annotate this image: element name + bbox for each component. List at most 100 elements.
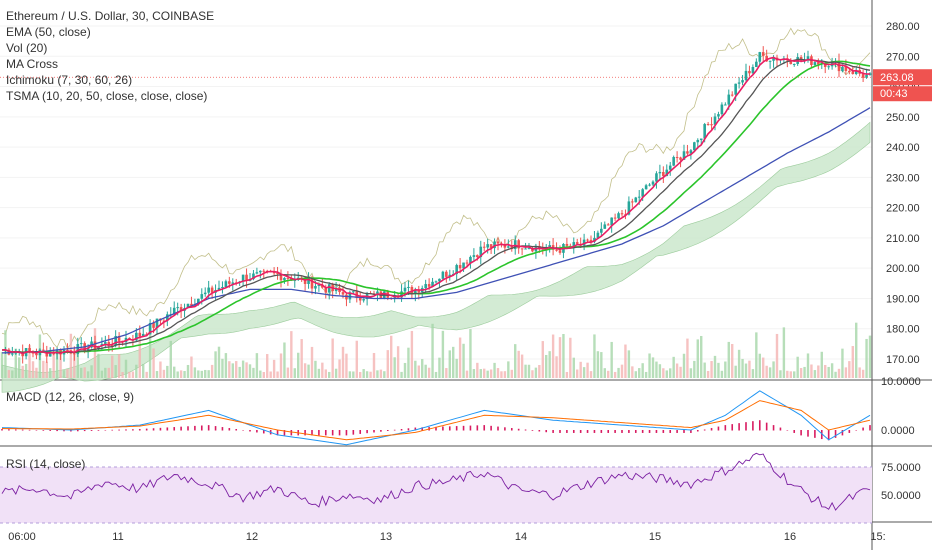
- macd-pane: [1, 390, 871, 446]
- volume-bar: [269, 371, 272, 378]
- macd-histogram-bar: [83, 430, 86, 432]
- volume-bar: [286, 367, 290, 378]
- macd-histogram-bar: [779, 427, 782, 431]
- volume-bar: [810, 364, 813, 378]
- candle-body: [617, 213, 620, 219]
- volume-bar: [228, 361, 231, 378]
- indicator-ema-label[interactable]: EMA (50, close): [6, 25, 91, 39]
- macd-label[interactable]: MACD (12, 26, close, 9): [6, 390, 135, 404]
- volume-bar: [458, 337, 462, 378]
- volume-bar: [62, 370, 66, 378]
- volume-bar: [865, 338, 868, 378]
- volume-bar: [300, 339, 303, 378]
- volume-bar: [648, 353, 651, 378]
- candle-body: [848, 70, 851, 72]
- candle-body: [93, 341, 97, 349]
- volume-bar: [231, 363, 234, 378]
- volume-bar: [390, 335, 393, 378]
- price-tick-label: 190.00: [886, 293, 920, 305]
- candle-body: [79, 343, 83, 345]
- macd-histogram-bar: [125, 429, 127, 431]
- macd-histogram-bar: [593, 430, 596, 433]
- candle-body: [190, 303, 193, 306]
- volume-bar: [186, 364, 190, 378]
- time-tick-label: 14: [515, 531, 527, 543]
- volume-bar: [603, 368, 606, 378]
- candle-body: [341, 292, 345, 295]
- volume-bar: [334, 368, 338, 378]
- candle-body: [104, 342, 107, 344]
- indicator-ichimoku-label[interactable]: Ichimoku (7, 30, 60, 26): [6, 73, 133, 87]
- volume-bar: [638, 368, 641, 378]
- macd-histogram-bar: [63, 430, 65, 432]
- volume-bar: [765, 365, 768, 378]
- volume-bar: [830, 363, 834, 378]
- price-tick-label: 270.00: [886, 51, 920, 63]
- volume-bar: [841, 348, 844, 378]
- candle-body: [682, 151, 686, 160]
- indicator-tsma-label[interactable]: TSMA (10, 20, 50, close, close, close): [6, 89, 208, 103]
- macd-histogram-bar: [442, 426, 444, 431]
- macd-histogram-bar: [111, 429, 114, 431]
- rsi-line: [1, 452, 871, 511]
- volume-bar: [52, 354, 55, 378]
- macd-histogram-bar: [173, 427, 176, 431]
- volume-bar: [641, 363, 644, 378]
- volume-bar: [255, 353, 259, 378]
- volume-bar: [372, 352, 376, 378]
- volume-bar: [76, 351, 79, 378]
- candle-body: [586, 239, 589, 241]
- macd-histogram-bar: [703, 429, 706, 431]
- candle-body: [555, 249, 558, 251]
- candle-body: [765, 55, 768, 62]
- volume-bar: [462, 343, 465, 378]
- candle-body: [717, 114, 720, 117]
- candle-body: [376, 291, 379, 294]
- macd-histogram-bar: [400, 429, 403, 431]
- macd-histogram-bar: [462, 425, 465, 431]
- volume-bar: [303, 363, 307, 378]
- volume-bar: [276, 371, 279, 378]
- macd-histogram-bar: [242, 430, 244, 431]
- volume-bar: [472, 369, 476, 378]
- macd-histogram-bar: [345, 430, 348, 436]
- candle-body: [686, 151, 689, 154]
- indicator-macross-label[interactable]: MA Cross: [6, 57, 59, 71]
- candle-body: [596, 232, 600, 238]
- macd-tick-label: 0.0000: [881, 425, 915, 437]
- macd-histogram-bar: [214, 426, 217, 431]
- candle-body: [713, 116, 717, 125]
- candle-body: [262, 270, 266, 272]
- volume-bar: [24, 363, 28, 378]
- candle-body: [458, 265, 462, 269]
- candle-body: [431, 281, 434, 287]
- candle-body: [28, 348, 31, 352]
- macd-histogram-bar: [49, 430, 52, 431]
- macd-histogram-bar: [834, 430, 837, 438]
- volume-bar: [224, 353, 228, 378]
- candle-body: [572, 242, 576, 248]
- volume-bar: [4, 330, 7, 378]
- candle-body: [675, 157, 679, 159]
- candle-body: [324, 287, 328, 293]
- volume-bar: [724, 361, 727, 378]
- volume-bar: [483, 368, 486, 378]
- rsi-label[interactable]: RSI (14, close): [6, 457, 86, 471]
- macd-histogram-bar: [262, 430, 265, 434]
- candle-body: [527, 247, 531, 249]
- volume-bar: [210, 364, 214, 378]
- macd-histogram-bar: [393, 429, 396, 431]
- volume-bar: [861, 369, 865, 378]
- volume-bar: [124, 359, 128, 378]
- volume-bar: [779, 370, 782, 378]
- volume-bar: [520, 354, 524, 378]
- volume-bar: [331, 338, 334, 378]
- volume-bar: [465, 370, 469, 378]
- candle-body: [693, 142, 696, 151]
- volume-bar: [531, 370, 534, 378]
- macd-histogram-bar: [476, 425, 479, 431]
- macd-histogram-bar: [634, 430, 637, 433]
- volume-bar: [524, 364, 527, 378]
- indicator-vol-label[interactable]: Vol (20): [6, 41, 48, 55]
- candle-body: [427, 284, 431, 287]
